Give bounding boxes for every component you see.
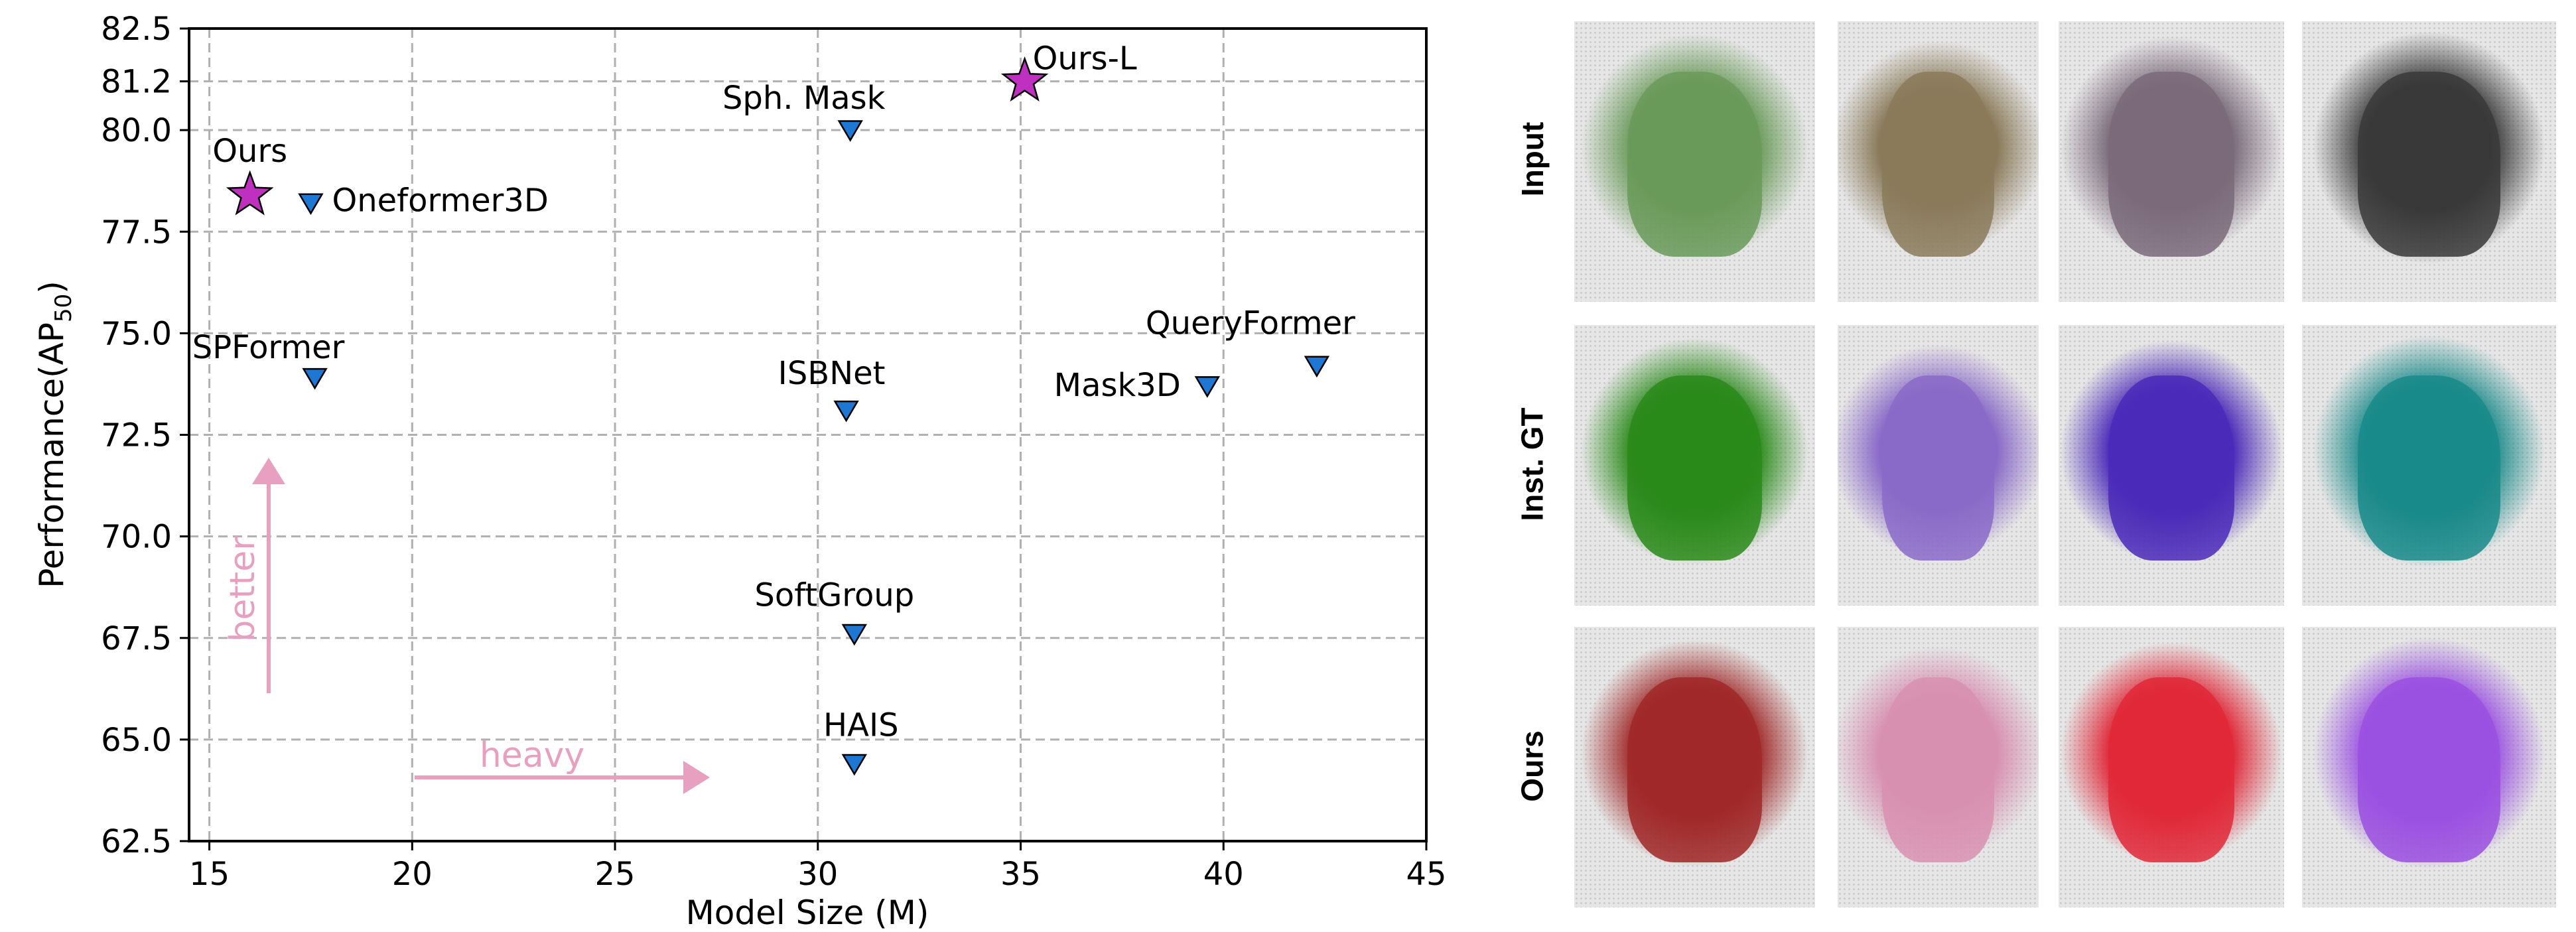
x-tick-label: 25 (595, 856, 636, 893)
y-tick-label: 65.0 (101, 722, 172, 759)
row-label-input-text: Input (1515, 121, 1550, 197)
object-mask (1881, 72, 1995, 257)
row-label-input: Input (1486, 20, 1579, 299)
thumbnail-inst-gt-potted-plant (1838, 325, 2039, 606)
heavy-label: heavy (480, 736, 584, 775)
object-mask (2108, 375, 2235, 561)
y-tick-label: 75.0 (101, 315, 172, 352)
y-tick-label: 72.5 (101, 417, 172, 454)
y-tick-label: 80.0 (101, 112, 172, 149)
thumbnail-inst-gt-office-chair (2302, 325, 2556, 606)
y-tick-label: 67.5 (101, 620, 172, 657)
point-label-sph-mask: Sph. Mask (722, 80, 886, 117)
point-label-softgroup: SoftGroup (754, 577, 914, 614)
row-label-ours: Ours (1486, 627, 1579, 905)
point-label-isbnet: ISBNet (778, 355, 886, 392)
point-ours (226, 170, 274, 216)
object-mask (1627, 72, 1763, 257)
y-axis-label-close: ) (33, 281, 71, 294)
object-mask (2358, 72, 2500, 257)
thumbnail-inst-gt-chair (2059, 325, 2284, 606)
point-sph-mask (837, 120, 863, 142)
x-tick-label: 35 (1000, 856, 1041, 893)
object-mask (2108, 72, 2235, 257)
y-axis-label-main: Performance(AP (33, 322, 71, 588)
y-tick-label: 77.5 (101, 214, 172, 251)
y-axis-label: Performance(AP50) (33, 281, 77, 588)
thumbnail-ours-plant (1574, 627, 1815, 907)
thumbnail-input-office-chair (2302, 21, 2556, 302)
performance-vs-size-chart: 15 20 25 30 35 40 45 62.5 65.0 67.5 70.0 72.5 75.0 7… (33, 11, 1447, 932)
thumbnail-ours-chair (2059, 627, 2284, 907)
point-mask3d (1194, 376, 1220, 398)
point-isbnet (833, 400, 859, 423)
point-label-queryformer: QueryFormer (1146, 304, 1355, 342)
data-points: Ours Ours-L Oneformer3D Sph. Mask SPFormer IS… (192, 40, 1355, 776)
row-label-inst-gt-text: Inst. GT (1515, 407, 1550, 521)
row-label-inst-gt: Inst. GT (1486, 325, 1579, 604)
point-label-hais: HAIS (823, 707, 899, 744)
y-axis-label-sub: 50 (50, 294, 77, 322)
point-ours-l (1000, 56, 1049, 102)
thumbnail-input-plant (1574, 21, 1815, 302)
point-label-ours-l: Ours-L (1033, 40, 1137, 78)
x-axis-ticks: 15 20 25 30 35 40 45 (189, 841, 1447, 893)
point-softgroup (841, 624, 868, 646)
object-mask (1881, 375, 1995, 561)
thumbnail-ours-office-chair (2302, 627, 2556, 907)
point-label-spformer: SPFormer (192, 329, 345, 366)
thumbnail-input-chair (2059, 21, 2284, 302)
object-mask (1627, 677, 1763, 863)
y-tick-label: 82.5 (101, 11, 172, 48)
row-label-ours-text: Ours (1515, 730, 1550, 802)
object-mask (1627, 375, 1763, 561)
better-label: better (223, 536, 263, 642)
y-tick-label: 81.2 (101, 64, 172, 101)
y-axis-ticks: 62.5 65.0 67.5 70.0 72.5 75.0 77.5 80.0 81.2 82.5 (101, 11, 189, 860)
x-tick-label: 45 (1406, 856, 1446, 893)
point-label-oneformer3d: Oneformer3D (332, 182, 548, 219)
point-spformer (302, 367, 328, 390)
point-label-mask3d: Mask3D (1054, 367, 1181, 404)
y-tick-label: 62.5 (101, 823, 172, 860)
heavy-annotation: heavy (415, 736, 710, 794)
point-queryformer (1304, 356, 1330, 378)
thumbnail-inst-gt-plant (1574, 325, 1815, 606)
thumbnail-ours-potted-plant (1838, 627, 2039, 907)
object-mask (2108, 677, 2235, 863)
x-tick-label: 15 (189, 856, 230, 893)
y-tick-label: 70.0 (101, 519, 172, 556)
better-annotation: better (223, 458, 285, 693)
object-mask (2358, 375, 2500, 561)
point-label-ours: Ours (212, 133, 287, 170)
point-oneformer3d (298, 193, 324, 216)
x-axis-label: Model Size (M) (686, 894, 929, 932)
object-mask (1881, 677, 1995, 863)
object-mask (2358, 677, 2500, 863)
thumbnail-input-potted-plant (1838, 21, 2039, 302)
x-tick-label: 40 (1203, 856, 1244, 893)
x-tick-label: 30 (797, 856, 838, 893)
x-tick-label: 20 (392, 856, 433, 893)
point-hais (841, 754, 868, 776)
grid-lines (189, 27, 1428, 842)
